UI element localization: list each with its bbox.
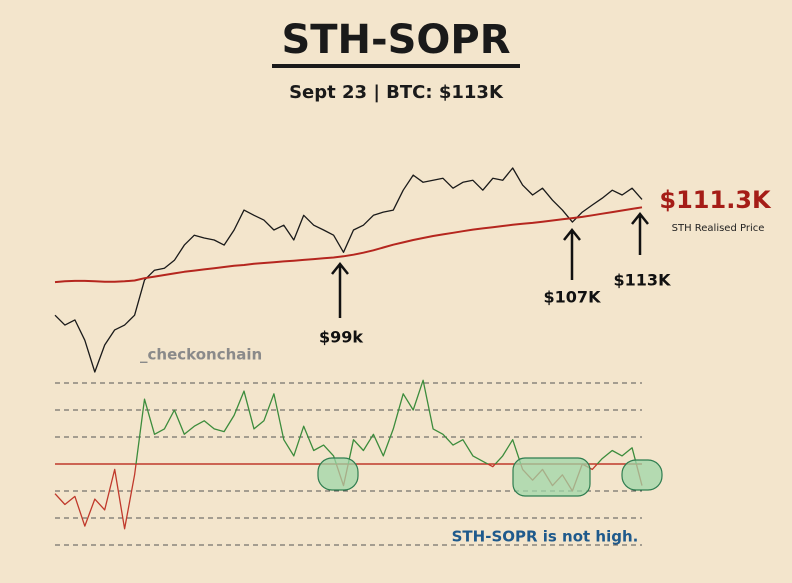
highlight	[621, 459, 663, 491]
title-underline	[272, 64, 520, 68]
line-series	[54, 379, 643, 530]
annotation: $111.3K	[659, 186, 772, 214]
annotation: $107K	[544, 288, 602, 307]
highlight	[317, 457, 359, 491]
watermark: _checkonchain	[140, 346, 262, 364]
highlights	[317, 457, 663, 497]
arrow	[631, 211, 649, 255]
annotation: $113K	[614, 271, 672, 290]
annotation: $99k	[319, 328, 363, 347]
series-label: STH Realised Price	[672, 223, 765, 234]
note: STH-SOPR is not high.	[452, 528, 639, 546]
arrow	[563, 227, 581, 280]
line-series	[54, 206, 643, 284]
arrow	[331, 261, 349, 318]
arrows	[331, 211, 649, 318]
chart-title: STH-SOPR	[281, 17, 510, 63]
highlight	[512, 457, 591, 497]
line-series	[54, 167, 643, 373]
subtitle: Sept 23 | BTC: $113K	[289, 82, 504, 103]
